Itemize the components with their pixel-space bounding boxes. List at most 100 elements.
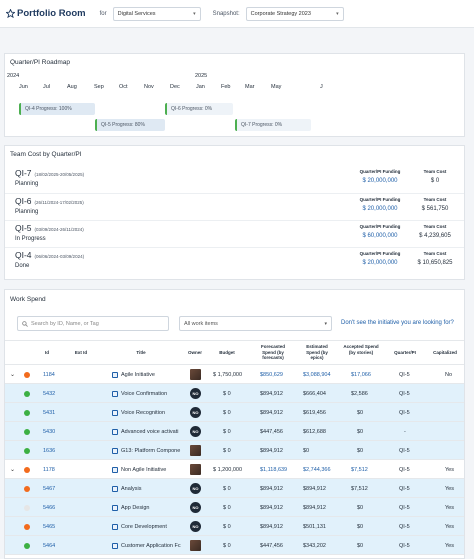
row-title[interactable]: Customer Application Fc [121,542,181,549]
owner-cell[interactable] [190,365,201,384]
initiative-row[interactable]: ⌄ 1184 Agile Initiative $ 1,750,000 $850,629… [5,365,464,384]
title-cell[interactable]: G13: Platform Compone [112,441,186,460]
row-title[interactable]: Advanced voice activati [121,428,179,435]
row-id[interactable]: 5464 [43,542,56,549]
table-row[interactable]: 5465 Core Development NO $ 0 $894,912 $501,13… [5,517,464,536]
accepted-value[interactable]: $7,512 [351,466,368,473]
owner-cell[interactable] [190,460,201,479]
team-cost-row[interactable]: QI-4 (06/06/2024-03/09/2024) Done Quarter/P… [5,247,464,274]
team-cost-row[interactable]: QI-5 (03/09/2024-26/11/2024) In Progress Qu… [5,220,464,247]
quarter-dates: (26/11/2024-17/02/2025) [34,200,84,205]
col-ext-id[interactable]: Ext Id [74,350,88,355]
row-title[interactable]: Voice Recognition [121,409,166,416]
chevron-down-icon[interactable]: ⌄ [10,372,16,378]
top-bar: Portfolio Room for Digital Services ▾ Sn… [0,0,474,28]
accepted-value: $0 [357,542,364,549]
col-title[interactable]: Title [136,350,146,355]
accepted-value: $0 [357,409,364,416]
status-dot-icon [24,504,30,511]
row-id[interactable]: 5466 [43,504,56,511]
row-id[interactable]: 1184 [43,371,55,378]
funding-header: Quarter/PI Funding [359,169,401,174]
col-forecast[interactable]: Forecasted Spend (by forecasts) [260,344,285,360]
row-title[interactable]: G13: Platform Compone [121,447,181,454]
owner-cell[interactable]: NO [190,384,201,403]
title-cell[interactable]: App Design [112,498,186,517]
team-cost-row[interactable]: QI-7 (18/02/2025-20/05/2025) Planning Quart… [5,166,464,193]
roadmap-bar-qi6[interactable]: QI-6 Progress: 0% [165,103,233,115]
row-id[interactable]: 5465 [43,523,56,530]
table-row[interactable]: 5432 Voice Confirmation NO $ 0 $894,912 $666,… [5,384,464,403]
owner-cell[interactable]: NO [190,422,201,441]
owner-cell[interactable]: NO [190,479,201,498]
search-input[interactable]: Search by ID, Name, or Tag [17,316,169,331]
owner-cell[interactable]: NO [190,403,201,422]
forecast-value: $894,912 [260,390,283,397]
team-cost-row[interactable]: QI-6 (26/11/2024-17/02/2025) Planning Quart… [5,193,464,220]
funding-value[interactable]: $ 60,000,000 [362,233,398,239]
col-estimated[interactable]: Estimated Spend (by epics) [306,344,328,360]
snapshot-select[interactable]: Corporate Strategy 2023 ▾ [245,6,344,21]
status-cell [24,441,30,460]
row-id[interactable]: 5430 [43,428,56,435]
col-budget[interactable]: Budget [219,350,235,355]
row-title[interactable]: Core Development [121,523,167,530]
chevron-down-icon[interactable]: ⌄ [10,467,16,473]
col-quarter-pi[interactable]: Quarter/PI [394,350,416,355]
table-row[interactable]: 5466 App Design NO $ 0 $894,912 $894,912 $0 QI-… [5,498,464,517]
title-cell[interactable]: Voice Confirmation [112,384,186,403]
title-cell[interactable]: Agile Initiative [112,365,186,384]
row-id[interactable]: 1178 [43,466,55,473]
funding-value[interactable]: $ 20,000,000 [362,260,398,266]
table-row[interactable]: 5431 Voice Recognition NO $ 0 $894,912 $619,4… [5,403,464,422]
row-title[interactable]: Agile Initiative [121,371,155,378]
roadmap-bar-qi4[interactable]: QI-4 Progress: 100% [19,103,95,115]
forecast-value[interactable]: $850,629 [260,371,283,378]
funding-value[interactable]: $ 20,000,000 [362,178,398,184]
title-cell[interactable]: Non Agile Initiative [112,460,186,479]
row-id[interactable]: 5467 [43,485,56,492]
roadmap-bar-qi7[interactable]: QI-7 Progress: 0% [235,119,311,131]
budget-value: $ 0 [223,485,231,492]
roadmap-month: Mar [245,84,255,90]
row-title[interactable]: Analysis [121,485,142,492]
owner-cell[interactable]: NO [190,517,201,536]
estimated-value[interactable]: $3,088,904 [303,371,331,378]
table-row[interactable]: 5467 Analysis NO $ 0 $894,912 $894,912 $7,512 Q… [5,479,464,498]
title-cell[interactable]: Voice Recognition [112,403,186,422]
roadmap-month: J [320,84,323,90]
roadmap-bar-qi5[interactable]: QI-5 Progress: 80% [95,119,165,131]
title-cell[interactable]: Advanced voice activati [112,422,186,441]
budget-value: $ 1,750,000 [213,371,243,378]
table-row[interactable]: 5430 Advanced voice activati NO $ 0 $447,456… [5,422,464,441]
owner-cell[interactable] [190,441,201,460]
initiative-row[interactable]: ⌄ 1178 Non Agile Initiative $ 1,200,000 $1,1… [5,460,464,479]
col-id[interactable]: Id [45,350,49,355]
accepted-value[interactable]: $17,066 [351,371,371,378]
app-logo[interactable]: Portfolio Room [6,8,86,19]
row-id[interactable]: 5432 [43,390,56,397]
owner-initials-badge: NO [190,407,201,418]
title-cell[interactable]: Core Development [112,517,186,536]
owner-cell[interactable] [190,536,201,555]
estimated-value[interactable]: $2,744,366 [303,466,331,473]
col-capitalized[interactable]: Capitalized [433,350,457,355]
for-select[interactable]: Digital Services ▾ [112,6,201,21]
table-row[interactable]: 5464 Customer Application Fc $ 0 $447,456 $3… [5,536,464,555]
row-id[interactable]: 1636 [43,447,56,454]
funding-value[interactable]: $ 20,000,000 [362,206,398,212]
row-title[interactable]: Non Agile Initiative [121,466,167,473]
help-link[interactable]: Don't see the initiative you are looking… [341,320,454,326]
row-title[interactable]: Voice Confirmation [121,390,168,397]
table-row[interactable]: 1636 G13: Platform Compone $ 0 $894,912 $0 $0… [5,441,464,460]
title-cell[interactable]: Analysis [112,479,186,498]
owner-cell[interactable]: NO [190,498,201,517]
col-owner[interactable]: Owner [187,350,202,355]
work-item-filter[interactable]: All work items ▾ [179,316,332,331]
row-id[interactable]: 5431 [43,409,56,416]
forecast-value[interactable]: $1,118,639 [260,466,288,473]
title-cell[interactable]: Customer Application Fc [112,536,186,555]
col-accepted[interactable]: Accepted Spend (by stories) [343,344,379,355]
quarter-dates: (03/09/2024-26/11/2024) [34,227,84,232]
row-title[interactable]: App Design [121,504,150,511]
